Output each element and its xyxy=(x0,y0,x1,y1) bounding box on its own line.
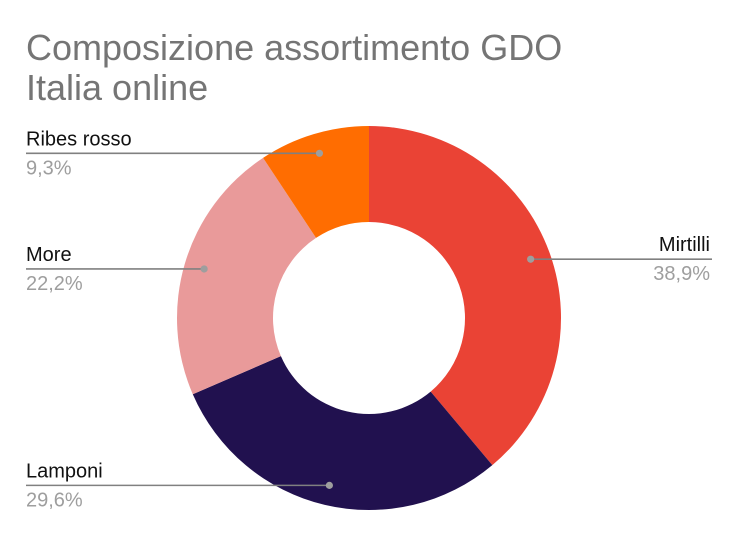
slice-label-more: More xyxy=(26,244,72,266)
leader-dot-more xyxy=(200,265,208,273)
leader-dot-ribes-rosso xyxy=(315,149,324,157)
slice-more xyxy=(176,157,317,395)
chart-title-line-1: Composizione assortimento GDO xyxy=(26,27,562,68)
slice-mirtilli xyxy=(369,126,561,466)
leader-lines xyxy=(26,149,712,489)
slice-value-lamponi: 29,6% xyxy=(26,489,83,511)
leader-dot-lamponi xyxy=(325,481,333,489)
chart-title-line-2: Italia online xyxy=(26,67,208,108)
slice-label-mirtilli: Mirtilli xyxy=(659,234,710,256)
slice-value-mirtilli: 38,9% xyxy=(653,263,710,285)
slice-value-ribes-rosso: 9,3% xyxy=(26,157,72,179)
slice-value-more: 22,2% xyxy=(26,273,83,295)
slice-label-ribes-rosso: Ribes rosso xyxy=(26,128,132,150)
slice-lamponi xyxy=(192,356,493,510)
slice-label-lamponi: Lamponi xyxy=(26,460,103,482)
slice-labels: Mirtilli 38,9% Lamponi 29,6% More 22,2% Ribes … xyxy=(26,128,710,511)
donut-slices xyxy=(176,126,561,510)
leader-dot-mirtilli xyxy=(527,255,535,263)
